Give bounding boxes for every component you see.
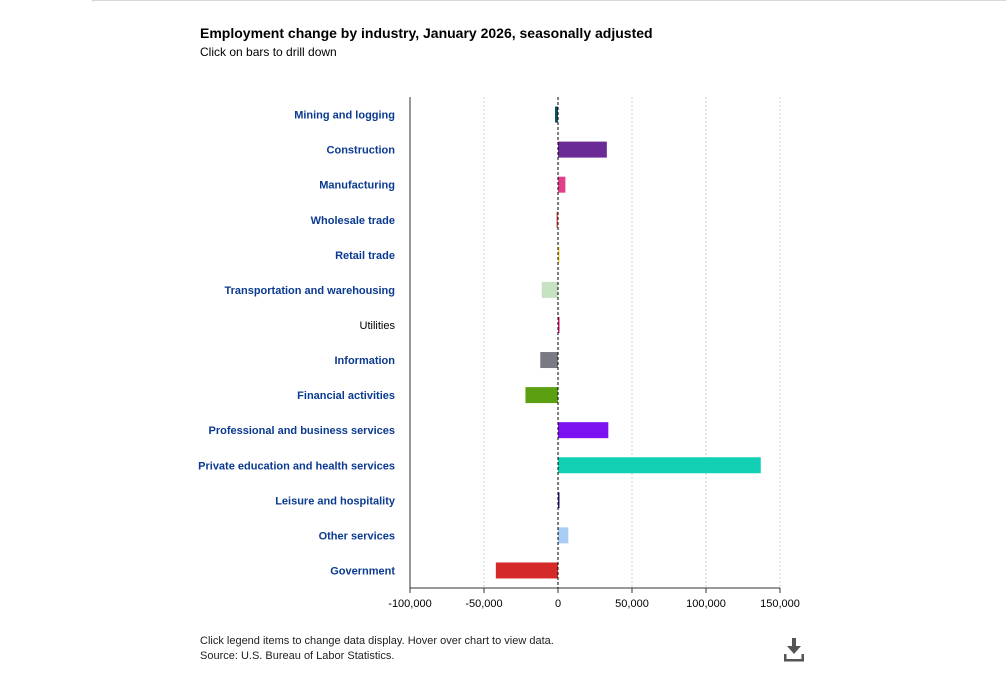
- bar-government[interactable]: [495, 562, 558, 579]
- category-label[interactable]: Construction: [327, 145, 396, 157]
- bar-mining-and-logging[interactable]: [555, 106, 558, 123]
- category-label: Utilities: [360, 320, 396, 332]
- chart-footer: Click legend items to change data displa…: [200, 634, 554, 664]
- category-label[interactable]: Other services: [319, 530, 395, 542]
- download-icon: [784, 638, 804, 662]
- category-label[interactable]: Information: [335, 355, 396, 367]
- x-tick-label: 150,000: [760, 598, 800, 610]
- bar-manufacturing[interactable]: [558, 176, 566, 193]
- bar-other-services[interactable]: [558, 527, 569, 544]
- chart-title: Employment change by industry, January 2…: [200, 25, 653, 41]
- category-label[interactable]: Financial activities: [297, 390, 395, 402]
- download-button[interactable]: [782, 636, 806, 662]
- bar-private-education-and-health-services[interactable]: [558, 457, 761, 474]
- category-label[interactable]: Government: [330, 565, 395, 577]
- footer-instructions: Click legend items to change data displa…: [200, 635, 554, 647]
- x-tick-label: 50,000: [615, 598, 649, 610]
- bar-wholesale-trade[interactable]: [556, 211, 559, 228]
- category-label[interactable]: Mining and logging: [294, 110, 395, 122]
- bar-retail-trade[interactable]: [558, 246, 560, 263]
- x-tick-label: -50,000: [465, 598, 502, 610]
- bar-leisure-and-hospitality[interactable]: [558, 492, 560, 509]
- category-label[interactable]: Professional and business services: [209, 425, 395, 437]
- bar-financial-activities[interactable]: [525, 387, 558, 404]
- x-tick-label: 100,000: [686, 598, 726, 610]
- category-label[interactable]: Leisure and hospitality: [275, 495, 396, 507]
- bar-professional-and-business-services[interactable]: [558, 422, 609, 439]
- bar-construction[interactable]: [558, 141, 607, 158]
- footer-source: Source: U.S. Bureau of Labor Statistics.: [200, 650, 395, 662]
- category-label[interactable]: Retail trade: [335, 250, 395, 262]
- top-border: [93, 0, 1006, 1]
- chart-subtitle: Click on bars to drill down: [200, 45, 337, 59]
- bar-utilities[interactable]: [558, 316, 560, 333]
- bar-transportation-and-warehousing[interactable]: [541, 281, 558, 298]
- x-tick-label: 0: [555, 598, 561, 610]
- top-border-corner: [92, 0, 93, 2]
- category-label[interactable]: Transportation and warehousing: [224, 285, 395, 297]
- x-tick-label: -100,000: [388, 598, 431, 610]
- bar-information[interactable]: [540, 352, 558, 369]
- category-label[interactable]: Manufacturing: [319, 180, 395, 192]
- category-label[interactable]: Wholesale trade: [311, 215, 395, 227]
- category-label[interactable]: Private education and health services: [198, 460, 395, 472]
